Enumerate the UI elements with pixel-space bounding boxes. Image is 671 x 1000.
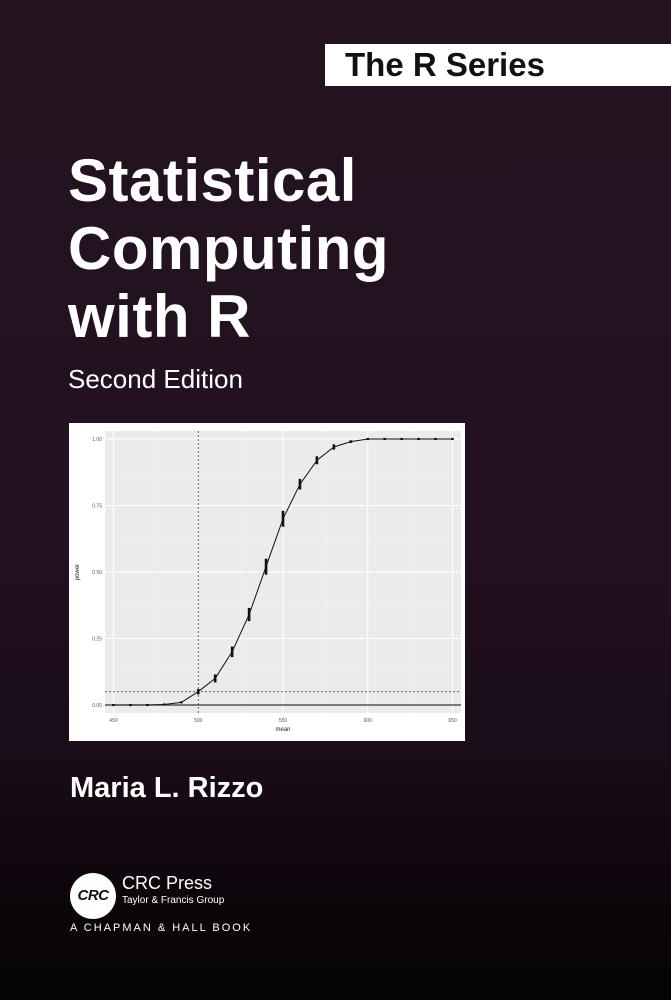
publisher-name: CRC Press — [122, 873, 213, 893]
x-tick-label: 600 — [364, 718, 373, 724]
y-axis-label: power — [75, 564, 81, 580]
x-tick-label: 500 — [194, 718, 203, 724]
y-tick-label: 0.75 — [92, 503, 102, 509]
publisher-imprint: A CHAPMAN & HALL BOOK — [70, 922, 253, 934]
y-tick-label: 0.50 — [92, 570, 102, 576]
x-tick-label: 450 — [109, 718, 118, 724]
series-banner: The R Series — [325, 44, 671, 86]
power-curve-chart: 450 500 550 600 650 0.00 0.25 0.50 0.75 1.00 mean p… — [75, 431, 461, 733]
x-tick-label: 650 — [448, 718, 457, 724]
crc-logo-icon: CRC — [70, 873, 116, 919]
x-axis-label: mean — [275, 727, 290, 733]
edition-label: Second Edition — [68, 364, 243, 394]
y-tick-label: 1.00 — [92, 437, 102, 443]
title-line-3: with R — [68, 283, 251, 350]
crc-logo-text: CRC — [77, 887, 110, 904]
book-title: Statistical Computing with R — [68, 147, 389, 351]
title-line-1: Statistical — [68, 147, 357, 214]
y-tick-label: 0.25 — [92, 637, 102, 643]
x-tick-label: 550 — [279, 718, 288, 724]
cover-figure: 450 500 550 600 650 0.00 0.25 0.50 0.75 1.00 mean p… — [69, 423, 465, 741]
title-line-2: Computing — [68, 215, 390, 282]
author-name: Maria L. Rizzo — [70, 772, 264, 804]
y-tick-label: 0.00 — [92, 703, 102, 709]
publisher-tagline: Taylor & Francis Group — [122, 895, 225, 906]
